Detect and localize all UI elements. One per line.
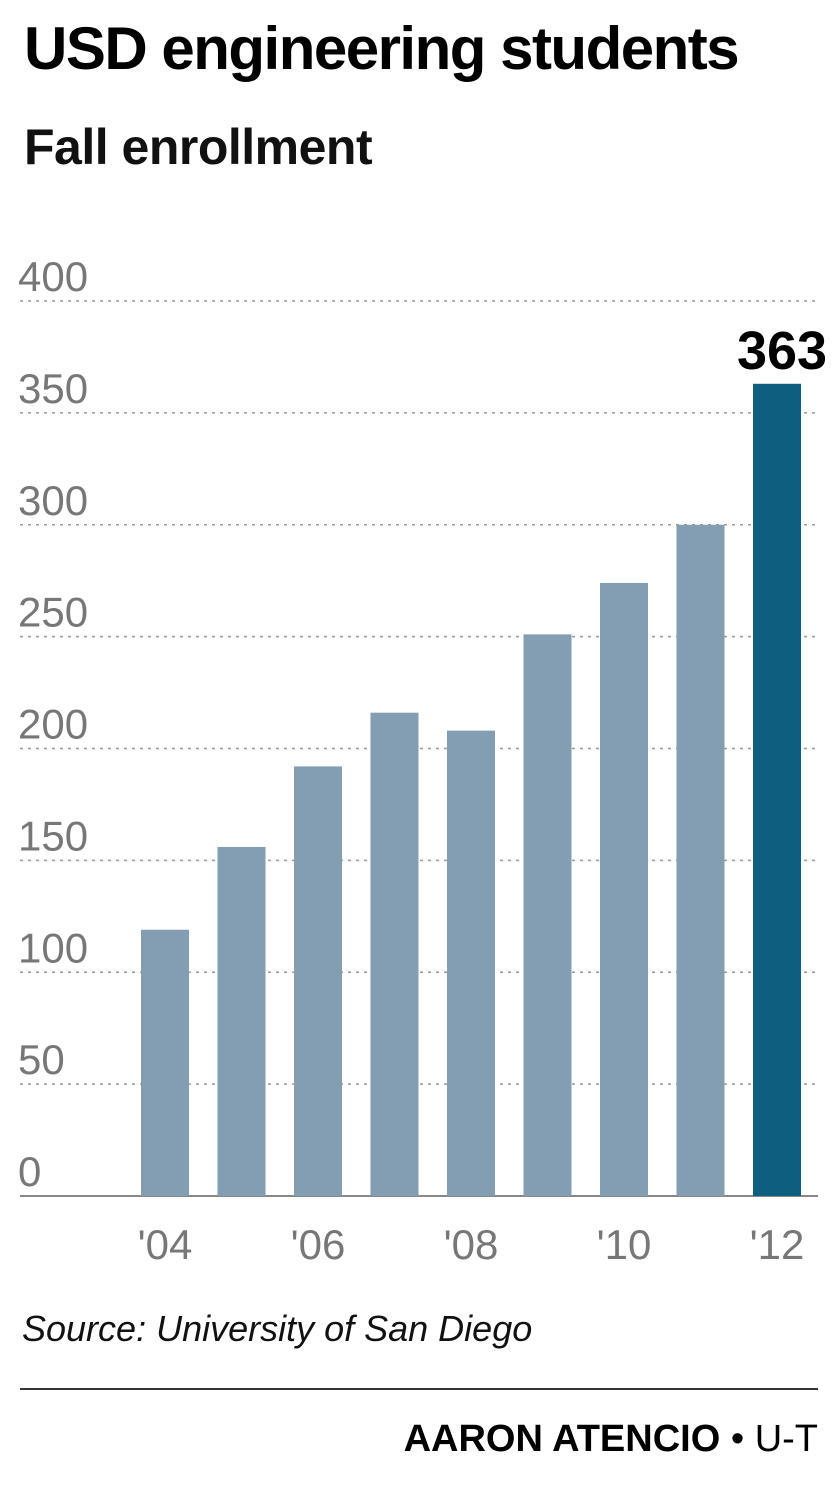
bar-2006 [294, 766, 342, 1196]
y-tick-label: 150 [18, 812, 88, 859]
x-tick-label: '10 [597, 1221, 652, 1268]
bar-2007 [370, 712, 419, 1196]
bar-chart: 0 50 100 150 200 250 300 350 400 '04 '06 '08 '10 '12… [18, 253, 827, 1268]
bar-2008 [447, 730, 495, 1196]
y-tick-label: 0 [18, 1148, 41, 1195]
y-tick-label: 50 [18, 1036, 65, 1083]
chart-title: USD engineering students [24, 15, 740, 82]
y-tick-label: 300 [18, 477, 88, 524]
bar-2010 [600, 582, 648, 1196]
bars [141, 383, 801, 1197]
chart-subtitle: Fall enrollment [24, 119, 373, 175]
source-note: Source: University of San Diego [22, 1308, 533, 1349]
x-tick-label: '08 [444, 1221, 499, 1268]
x-tick-label: '06 [291, 1221, 346, 1268]
x-tick-label: '12 [750, 1221, 805, 1268]
y-tick-label: 200 [18, 701, 88, 748]
credit-outlet: U-T [754, 1418, 818, 1460]
y-tick-label: 350 [18, 365, 88, 412]
y-axis-tick-labels: 0 50 100 150 200 250 300 350 400 [18, 253, 88, 1195]
data-label: 363 [737, 321, 827, 381]
y-tick-label: 100 [18, 924, 88, 971]
bar-2011 [676, 524, 725, 1196]
bar-2012 [753, 383, 801, 1197]
credit-separator: • [720, 1418, 755, 1460]
y-tick-label: 250 [18, 589, 88, 636]
y-tick-label: 400 [18, 253, 88, 300]
data-labels: 363 [737, 321, 827, 381]
footer-divider [20, 1388, 818, 1390]
bar-2005 [217, 846, 266, 1196]
bar-2004 [141, 929, 189, 1196]
credit-line: AARON ATENCIO • U-T [404, 1418, 818, 1461]
x-tick-label: '04 [138, 1221, 193, 1268]
x-axis-tick-labels: '04 '06 '08 '10 '12 [138, 1221, 805, 1268]
credit-author: AARON ATENCIO [403, 1418, 721, 1460]
bar-2009 [523, 634, 572, 1196]
